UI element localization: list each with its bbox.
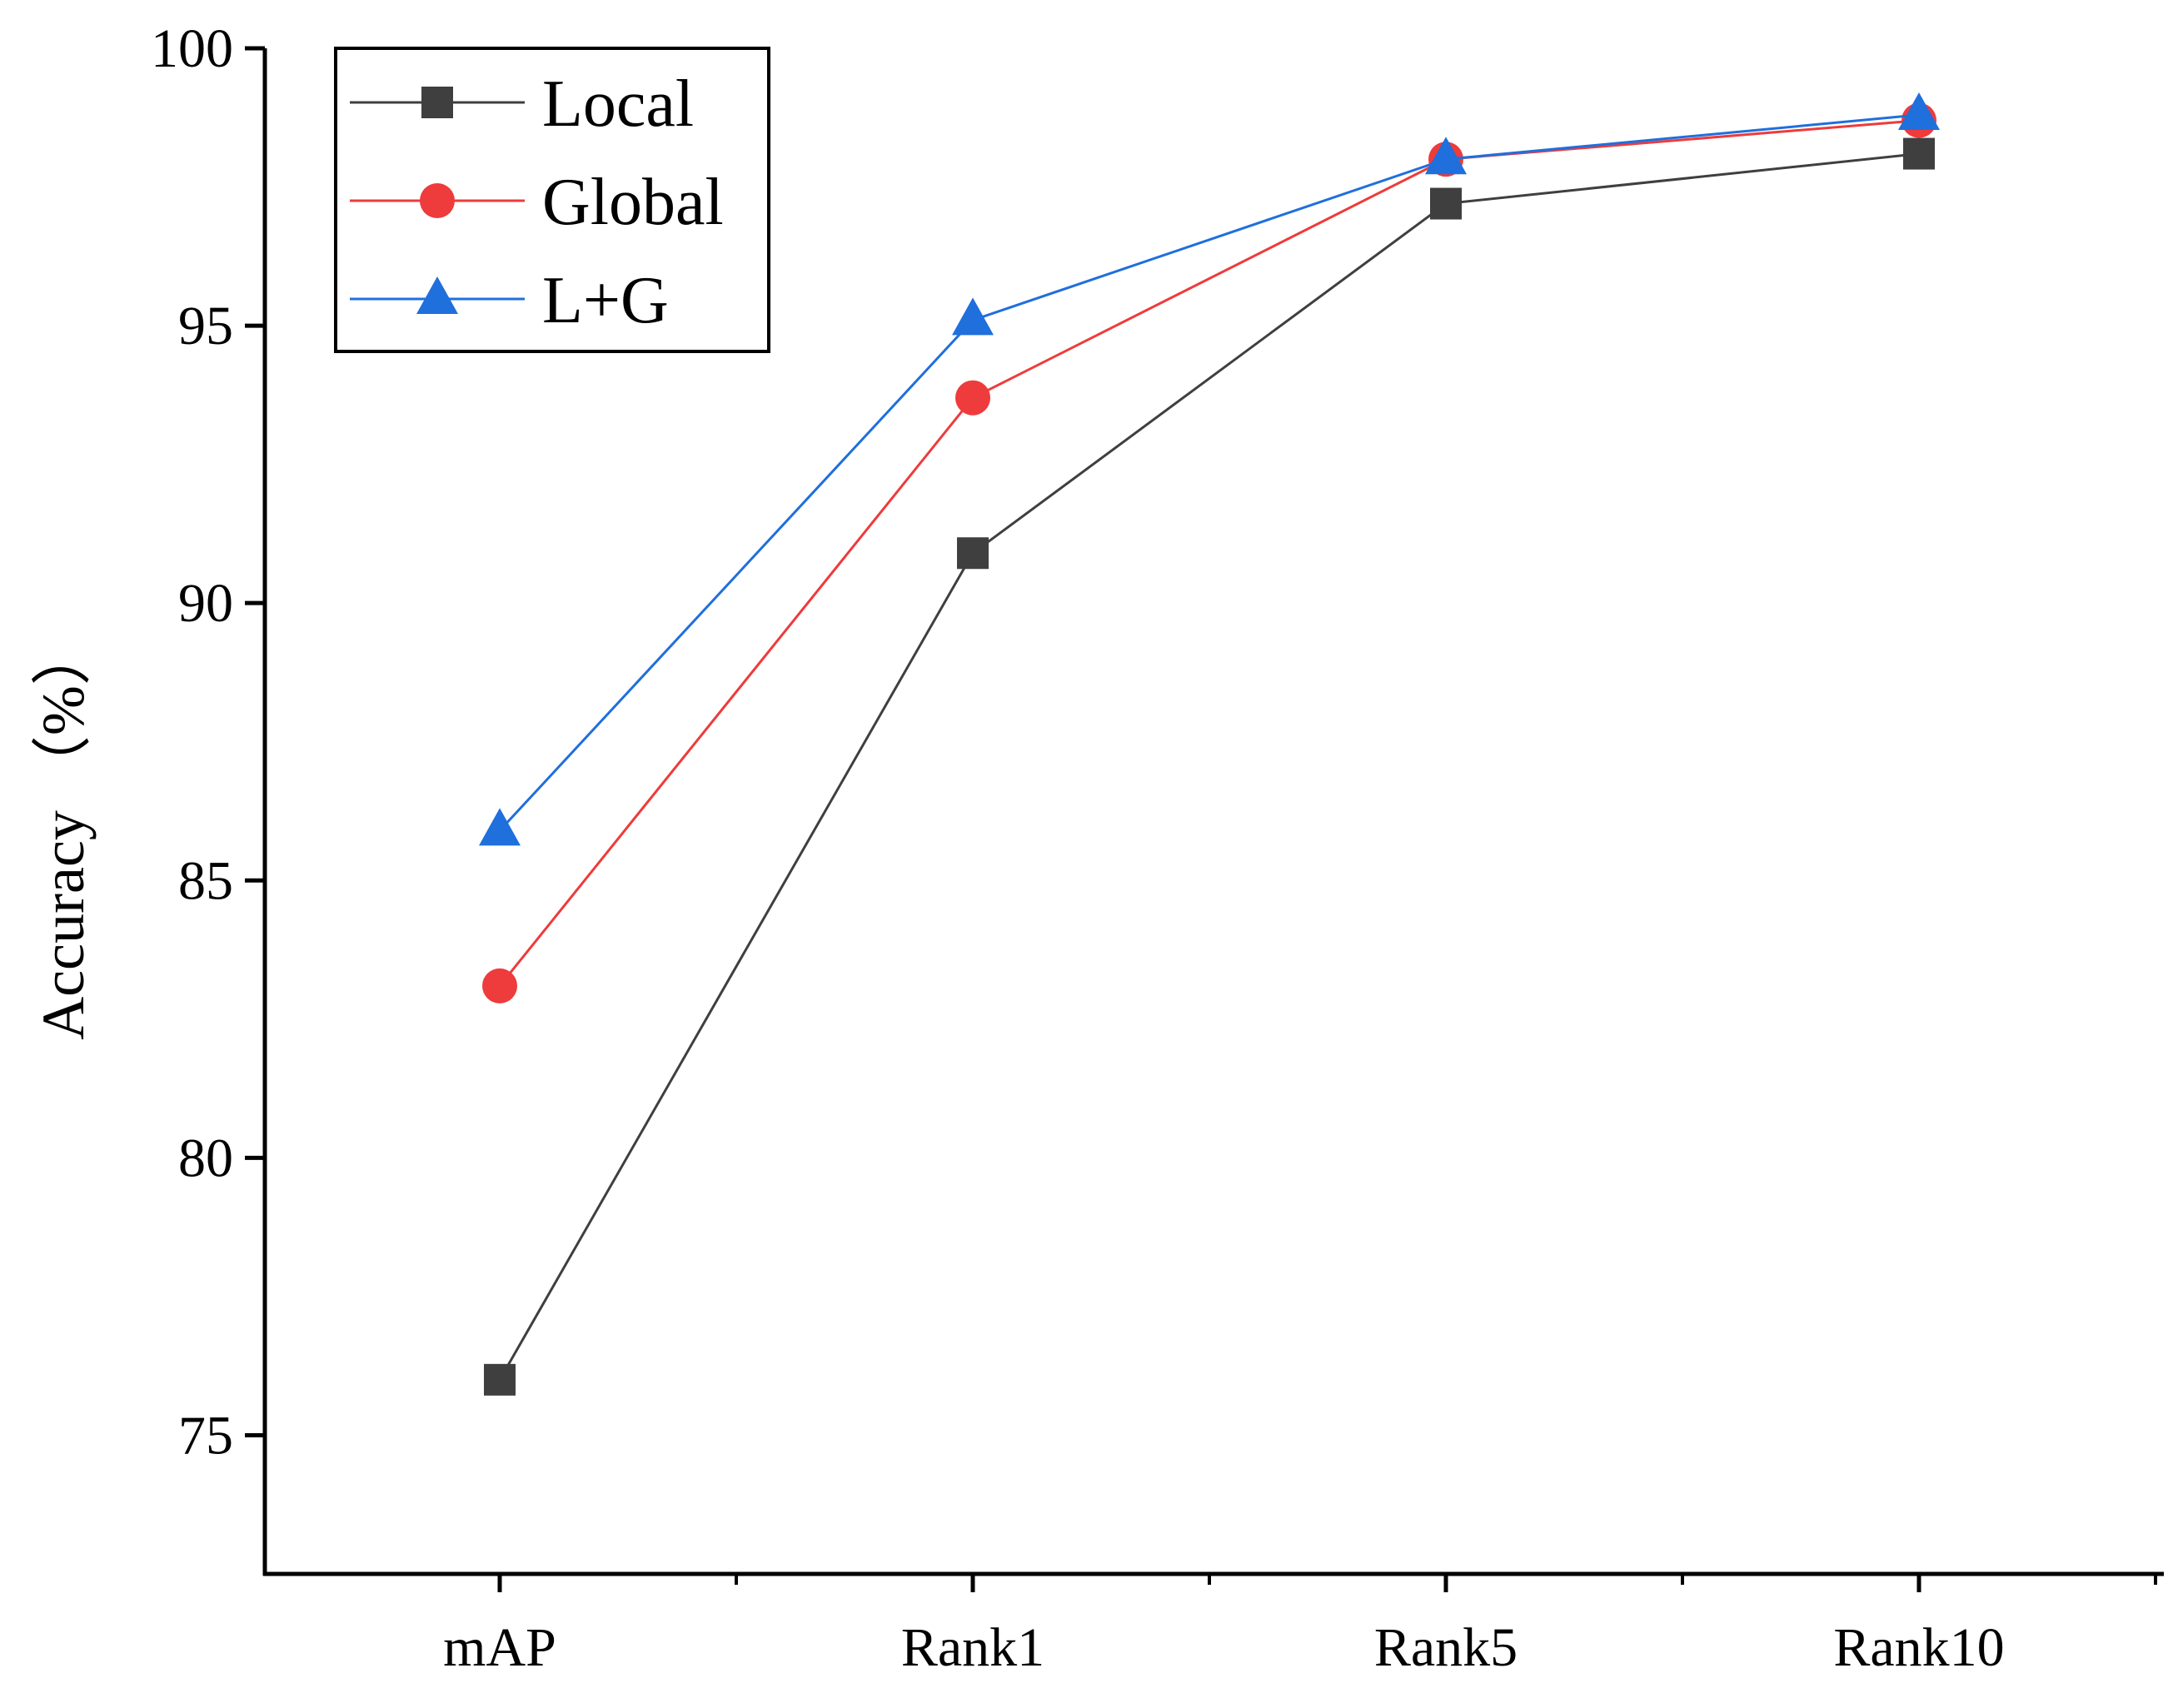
- legend-item-local: Local: [350, 67, 694, 141]
- legend-marker: [421, 87, 453, 118]
- y-tick-label: 80: [178, 1128, 233, 1188]
- legend-marker: [420, 183, 455, 218]
- series-l-g: [479, 92, 1940, 846]
- x-tick-label-map: mAP: [443, 1617, 556, 1678]
- data-point-local: [1430, 187, 1462, 220]
- data-point-l-g: [1898, 92, 1940, 130]
- data-point-local: [484, 1363, 516, 1396]
- legend-item-l-g: L+G: [350, 264, 669, 337]
- y-tick-label: 75: [178, 1405, 233, 1466]
- x-tick-label-rank5: Rank5: [1374, 1617, 1518, 1678]
- legend: Local Global L+G: [334, 47, 770, 353]
- y-tick-label: 90: [178, 573, 233, 634]
- data-point-l-g: [479, 808, 521, 846]
- y-tick-label: 85: [178, 850, 233, 911]
- axes: 75 80 85 90 95 100 mAP Rank1 Rank5 Rank10: [151, 18, 2164, 1678]
- y-tick-label: 95: [178, 296, 233, 356]
- legend-marker: [416, 276, 458, 314]
- series-line-global: [498, 119, 1920, 987]
- x-tick-label-rank1: Rank1: [901, 1617, 1044, 1678]
- legend-item-global: Global: [350, 166, 724, 239]
- y-axis-title: Accuracy （%）: [30, 625, 97, 1040]
- series-layer: [479, 92, 1940, 1396]
- x-tick-label-rank10: Rank10: [1833, 1617, 2004, 1678]
- legend-label-l-g: L+G: [542, 264, 669, 337]
- data-point-l-g: [1425, 137, 1467, 175]
- series-line-l-g: [498, 113, 1920, 832]
- data-point-global: [482, 968, 517, 1003]
- legend-label-local: Local: [542, 67, 694, 141]
- y-tick-label: 100: [151, 18, 233, 79]
- data-point-global: [955, 380, 990, 416]
- legend-label-global: Global: [542, 166, 724, 239]
- series-line-local: [498, 152, 1920, 1381]
- data-point-l-g: [952, 297, 994, 336]
- series-local: [484, 137, 1935, 1396]
- data-point-local: [957, 537, 989, 570]
- data-point-local: [1903, 137, 1935, 170]
